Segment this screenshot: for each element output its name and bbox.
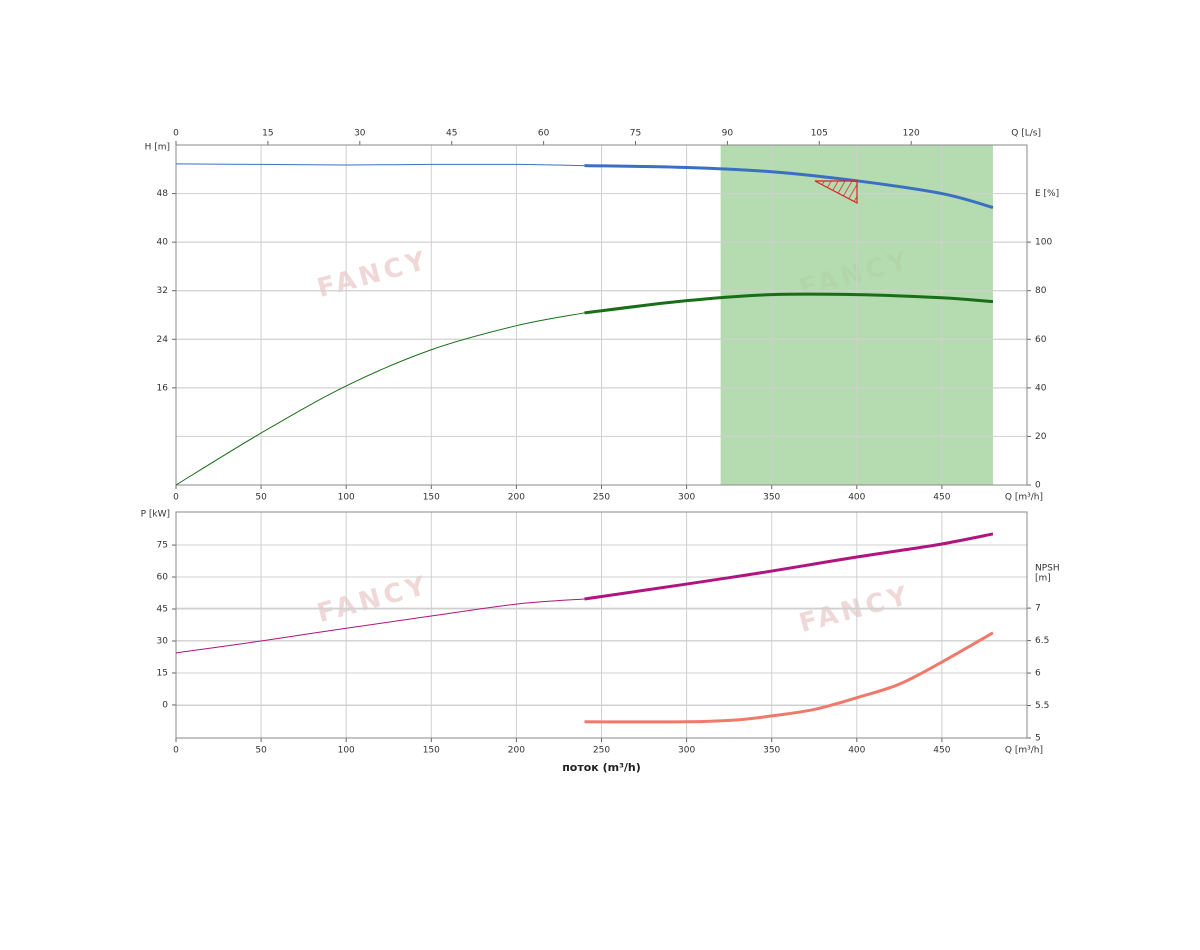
y2-tick-label: 6.5 bbox=[1035, 636, 1049, 646]
x2-tick-label: 90 bbox=[722, 129, 734, 139]
x-tick-label: 400 bbox=[848, 493, 865, 503]
y2-axis-label: E [%] bbox=[1035, 189, 1059, 199]
y2-tick-label: 40 bbox=[1035, 383, 1047, 393]
y-tick-label: 15 bbox=[157, 668, 168, 678]
x-tick-label: 150 bbox=[423, 746, 440, 756]
y2-tick-label: 60 bbox=[1035, 335, 1047, 345]
y2-axis-label: [m] bbox=[1035, 574, 1051, 584]
y-tick-label: 75 bbox=[157, 541, 168, 551]
y-tick-label: 45 bbox=[157, 605, 168, 615]
panel: 0 50 100 150 200 250 300 350 400 4501624324048020… bbox=[145, 129, 1060, 503]
x-tick-label: 250 bbox=[593, 493, 610, 503]
y2-tick-label: 100 bbox=[1035, 238, 1052, 248]
curve-thick bbox=[584, 164, 994, 209]
curve-thick bbox=[584, 631, 994, 724]
curve-thin bbox=[175, 312, 585, 486]
curve-thick bbox=[584, 532, 994, 601]
x-tick-label: 300 bbox=[678, 493, 695, 503]
plot-frame bbox=[175, 144, 1028, 486]
y2-tick-label: 6 bbox=[1035, 669, 1041, 679]
y-tick-label: 24 bbox=[157, 335, 169, 345]
x2-tick-label: 0 bbox=[173, 129, 179, 139]
y-tick-label: 40 bbox=[157, 238, 169, 248]
panel: 0 50 100 150 200 250 300 350 400 450 0 15 30 45 60 75 5 5… bbox=[141, 510, 1060, 775]
watermark: FANCY bbox=[796, 580, 914, 639]
x-tick-label: 350 bbox=[763, 746, 780, 756]
y-tick-label: 16 bbox=[157, 383, 169, 393]
y-axis-label: H [m] bbox=[145, 143, 170, 153]
x-tick-label: 50 bbox=[255, 746, 267, 756]
x-tick-label: 200 bbox=[508, 746, 525, 756]
x-axis-label: Q [m³/h] bbox=[1005, 493, 1043, 503]
x2-tick-label: 45 bbox=[446, 129, 457, 139]
x-tick-label: 400 bbox=[848, 746, 865, 756]
x-axis-label: Q [m³/h] bbox=[1005, 746, 1043, 756]
x-tick-label: 450 bbox=[933, 493, 950, 503]
y2-tick-label: 5.5 bbox=[1035, 701, 1049, 711]
duty-point-marker bbox=[814, 180, 858, 204]
x-tick-label: 50 bbox=[255, 493, 267, 503]
y-tick-label: 30 bbox=[157, 636, 169, 646]
x-tick-label: 150 bbox=[423, 493, 440, 503]
x2-tick-label: 75 bbox=[630, 129, 641, 139]
x-tick-label: 300 bbox=[678, 746, 695, 756]
plot-frame bbox=[175, 511, 1028, 739]
x-tick-label: 250 bbox=[593, 746, 610, 756]
curve-thin bbox=[175, 163, 585, 167]
curve-thin bbox=[175, 598, 585, 654]
y2-tick-label: 5 bbox=[1035, 734, 1041, 744]
x-tick-label: 450 bbox=[933, 746, 950, 756]
y2-tick-label: 80 bbox=[1035, 286, 1047, 296]
y2-tick-label: 20 bbox=[1035, 432, 1047, 442]
x2-axis-label: Q [L/s] bbox=[1011, 129, 1041, 139]
y-tick-label: 0 bbox=[162, 700, 168, 710]
x2-tick-label: 30 bbox=[354, 129, 366, 139]
y-tick-label: 48 bbox=[157, 189, 169, 199]
x-tick-label: 350 bbox=[763, 493, 780, 503]
x-tick-label: 100 bbox=[338, 493, 355, 503]
watermark: FANCY bbox=[314, 245, 432, 304]
x2-tick-label: 15 bbox=[262, 129, 273, 139]
x2-tick-label: 105 bbox=[811, 129, 828, 139]
x-tick-label: 200 bbox=[508, 493, 525, 503]
y2-tick-label: 7 bbox=[1035, 604, 1041, 614]
x2-tick-label: 120 bbox=[903, 129, 920, 139]
x-tick-label: 0 bbox=[173, 746, 179, 756]
curve-thick bbox=[584, 292, 994, 315]
x-tick-label: 100 bbox=[338, 746, 355, 756]
y2-axis-label: NPSH bbox=[1035, 564, 1060, 574]
x-tick-label: 0 bbox=[173, 493, 179, 503]
y2-tick-label: 0 bbox=[1035, 481, 1041, 491]
y-tick-label: 32 bbox=[157, 286, 168, 296]
y-axis-label: P [kW] bbox=[141, 510, 170, 520]
x2-tick-label: 60 bbox=[538, 129, 550, 139]
main-x-label: поток (m³/h) bbox=[562, 761, 641, 774]
y-tick-label: 60 bbox=[157, 573, 169, 583]
watermark: FANCY bbox=[314, 570, 432, 629]
